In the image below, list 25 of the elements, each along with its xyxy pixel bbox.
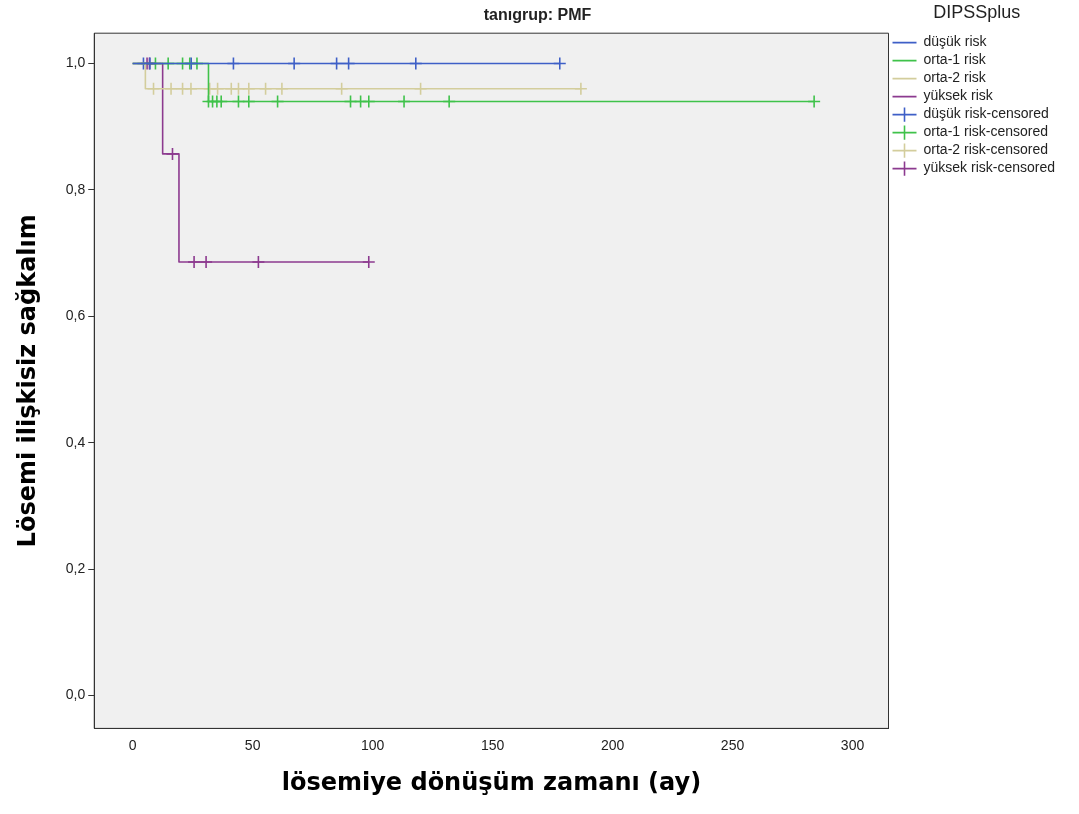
legend-label: orta-1 risk [923,51,987,68]
y-tick-label: 0,6 [65,307,86,324]
x-tick-label: 0 [128,736,137,753]
x-tick-label: 150 [480,736,505,753]
x-tick-label: 50 [244,736,261,753]
y-tick-label: 0,8 [65,180,86,197]
y-tick-label: 0,4 [65,433,86,450]
x-tick-label: 100 [360,736,385,753]
x-axis-title: lösemiye dönüşüm zamanı (ay) [281,767,702,796]
y-tick-label: 1,0 [65,54,86,71]
x-tick-label: 300 [840,736,865,753]
legend-label: yüksek risk-censored [923,159,1056,176]
legend-label: düşük risk-censored [923,105,1049,122]
chart-title: tanıgrup: PMF [483,6,592,24]
y-tick-label: 0,0 [65,686,86,703]
legend-label: orta-2 risk [923,69,987,86]
legend-label: orta-2 risk-censored [923,141,1049,158]
legend-title: DIPSSplus [933,1,1021,22]
y-tick-label: 0,2 [65,560,86,576]
x-tick-label: 200 [600,736,625,753]
legend-label: orta-1 risk-censored [923,123,1049,140]
y-axis-title: Lösemi ilişkisiz sağkalım [12,214,41,548]
x-tick-label: 250 [720,736,745,753]
legend-label: yüksek risk [923,87,994,104]
legend-label: düşük risk [923,33,988,50]
